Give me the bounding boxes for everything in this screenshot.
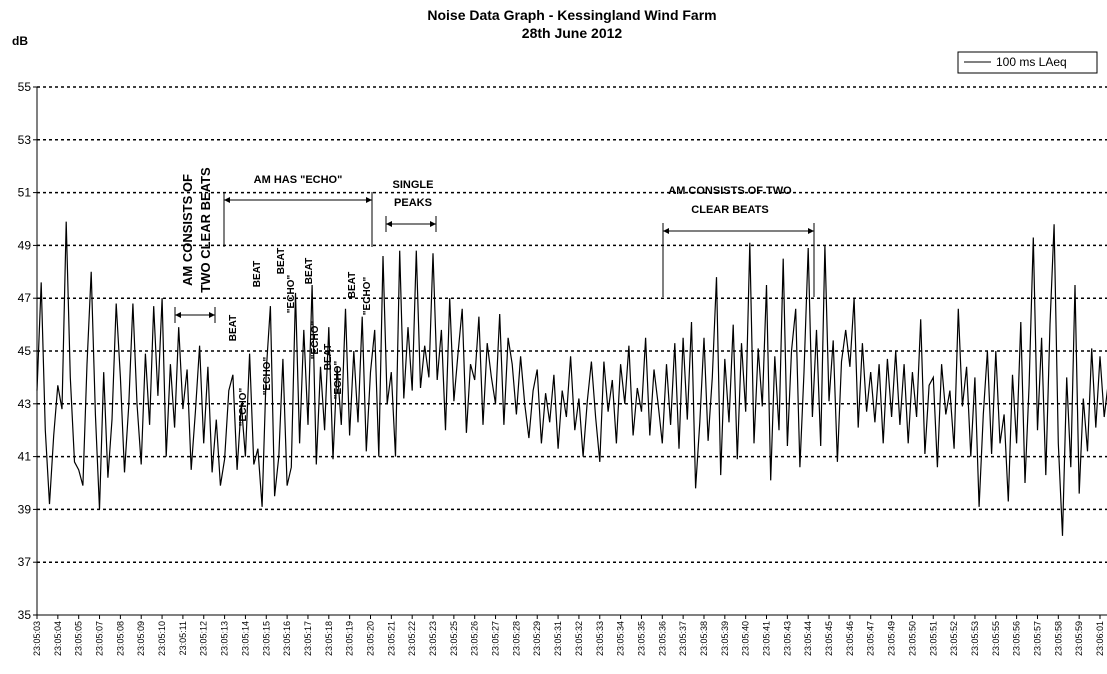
annotation: CLEAR BEATS bbox=[691, 204, 768, 216]
x-tick-label: 23:05:07 bbox=[95, 621, 105, 656]
legend-box bbox=[957, 51, 1098, 74]
x-tick-label: 23:05:58 bbox=[1053, 621, 1063, 656]
chart-subtitle: 28th June 2012 bbox=[522, 25, 623, 41]
x-tick-label: 23:05:31 bbox=[553, 621, 563, 656]
y-tick-label: 51 bbox=[18, 186, 32, 200]
x-tick-label: 23:05:10 bbox=[157, 621, 167, 656]
legend-label: 100 ms LAeq bbox=[996, 55, 1067, 69]
x-tick-label: 23:05:05 bbox=[74, 621, 84, 656]
x-tick-label: 23:05:12 bbox=[199, 621, 209, 656]
annotation: AM HAS "ECHO" bbox=[254, 174, 343, 186]
x-tick-label: 23:05:45 bbox=[824, 621, 834, 656]
x-tick-label: 23:05:14 bbox=[240, 621, 250, 656]
x-tick-label: 23:05:32 bbox=[574, 621, 584, 656]
x-tick-label: 23:05:46 bbox=[845, 621, 855, 656]
y-tick-label: 53 bbox=[18, 133, 32, 147]
annotation: AM CONSISTS OF bbox=[180, 174, 195, 286]
y-tick-label: 37 bbox=[18, 555, 32, 569]
y-tick-label: 41 bbox=[18, 450, 32, 464]
annotation: "ECHO" bbox=[286, 275, 297, 314]
x-tick-label: 23:05:43 bbox=[782, 621, 792, 656]
x-tick-label: 23:05:50 bbox=[907, 621, 917, 656]
y-tick-label: 47 bbox=[18, 291, 32, 305]
x-tick-label: 23:05:08 bbox=[115, 621, 125, 656]
annotation: BEAT bbox=[276, 248, 287, 274]
y-axis-label: dB bbox=[12, 34, 28, 48]
x-tick-label: 23:05:13 bbox=[220, 621, 230, 656]
x-tick-label: 23:05:21 bbox=[386, 621, 396, 656]
x-tick-label: 23:05:25 bbox=[449, 621, 459, 656]
x-tick-label: 23:05:55 bbox=[991, 621, 1001, 656]
x-tick-label: 23:05:27 bbox=[491, 621, 501, 656]
annotation: BEAT bbox=[304, 258, 315, 284]
legend: 100 ms LAeq bbox=[957, 51, 1098, 74]
x-tick-label: 23:05:29 bbox=[532, 621, 542, 656]
y-tick-label: 45 bbox=[18, 344, 32, 358]
annotation: PEAKS bbox=[394, 197, 432, 209]
x-tick-label: 23:05:40 bbox=[741, 621, 751, 656]
x-tick-label: 23:05:09 bbox=[136, 621, 146, 656]
x-tick-label: 23:05:59 bbox=[1074, 621, 1084, 656]
x-tick-label: 23:05:18 bbox=[324, 621, 334, 656]
x-tick-label: 23:05:35 bbox=[636, 621, 646, 656]
annotation: SINGLE bbox=[393, 179, 434, 191]
x-tick-label: 23:05:49 bbox=[887, 621, 897, 656]
x-tick-label: 23:05:19 bbox=[345, 621, 355, 656]
x-tick-label: 23:06:01 bbox=[1095, 621, 1105, 656]
arrow-head bbox=[386, 221, 436, 227]
x-tick-label: 23:05:44 bbox=[803, 621, 813, 656]
x-tick-label: 23:05:11 bbox=[178, 621, 188, 655]
x-tick-label: 23:05:16 bbox=[282, 621, 292, 656]
x-tick-label: 23:05:47 bbox=[866, 621, 876, 656]
x-tick-label: 23:05:17 bbox=[303, 621, 313, 656]
x-tick-label: 23:05:23 bbox=[428, 621, 438, 656]
annotation: "ECHO" bbox=[262, 357, 273, 396]
chart-title: Noise Data Graph - Kessingland Wind Farm bbox=[427, 7, 716, 23]
annotation: BEAT bbox=[347, 272, 358, 298]
y-tick-label: 39 bbox=[18, 502, 32, 516]
series-line bbox=[36, 221, 1107, 536]
annotation: BEAT bbox=[252, 261, 263, 287]
annotation: BEAT bbox=[323, 344, 334, 370]
x-tick-label: 23:05:15 bbox=[261, 621, 271, 656]
x-tick-label: 23:05:51 bbox=[928, 621, 938, 656]
x-tick-label: 23:05:26 bbox=[470, 621, 480, 656]
x-tick-label: 23:05:52 bbox=[949, 621, 959, 656]
x-tick-label: 23:05:33 bbox=[595, 621, 605, 656]
x-tick-label: 23:05:36 bbox=[657, 621, 667, 656]
x-tick-label: 23:05:34 bbox=[616, 621, 626, 656]
y-tick-label: 55 bbox=[18, 80, 32, 94]
x-tick-label: 23:05:41 bbox=[762, 621, 772, 656]
y-tick-label: 49 bbox=[18, 238, 32, 252]
x-tick-label: 23:05:20 bbox=[365, 621, 375, 656]
annotation: TWO CLEAR BEATS bbox=[198, 167, 213, 293]
x-tick-label: 23:05:28 bbox=[511, 621, 521, 656]
x-tick-label: 23:05:03 bbox=[32, 621, 42, 656]
x-tick-label: 23:05:37 bbox=[678, 621, 688, 656]
x-tick-label: 23:05:56 bbox=[1012, 621, 1022, 656]
annotation: "ECHO" bbox=[238, 388, 249, 427]
annotation: AM CONSISTS OF TWO bbox=[668, 185, 792, 197]
y-tick-label: 35 bbox=[18, 608, 32, 622]
x-tick-label: 23:05:39 bbox=[720, 621, 730, 656]
x-tick-label: 23:05:53 bbox=[970, 621, 980, 656]
x-tick-label: 23:05:57 bbox=[1032, 621, 1042, 656]
annotation: "ECHO" bbox=[333, 361, 344, 400]
annotation: BEAT bbox=[228, 315, 239, 341]
x-tick-label: 23:05:04 bbox=[53, 621, 63, 656]
annotation: "ECHO" bbox=[362, 277, 373, 316]
annotation: "ECHO" bbox=[310, 321, 321, 360]
x-tick-label: 23:05:38 bbox=[699, 621, 709, 656]
x-tick-label: 23:05:22 bbox=[407, 621, 417, 656]
y-tick-label: 43 bbox=[18, 397, 32, 411]
